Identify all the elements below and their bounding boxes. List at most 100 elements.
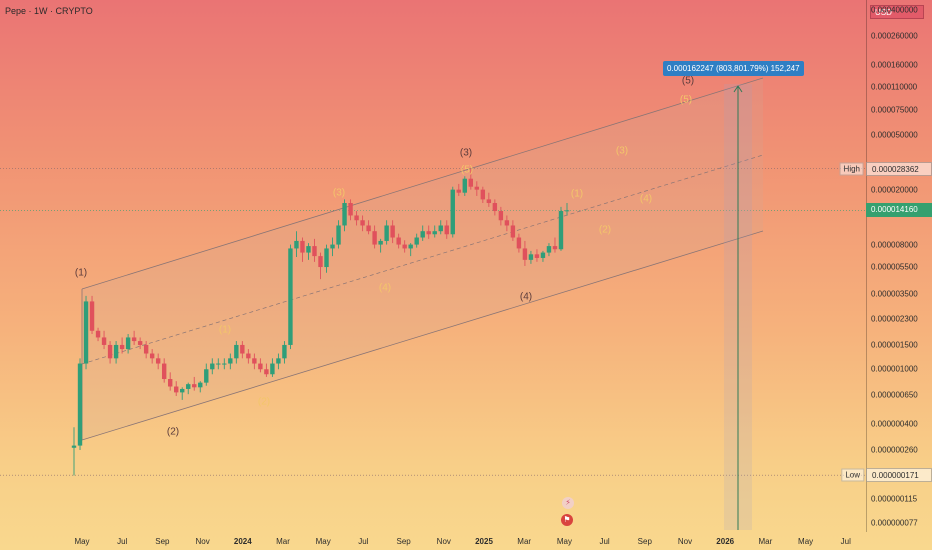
y-tick-label: 0.000110000 [871,82,918,92]
lightning-icon[interactable]: ⚡ [562,497,574,509]
y-tick-label: 0.000005500 [871,262,918,272]
y-tick-label: 0.000000115 [871,494,918,504]
price-axis[interactable] [866,0,932,532]
y-tick-label: 0.000001500 [871,340,918,350]
candle-body [155,358,161,364]
candle-body [456,189,461,193]
candle-body [312,246,317,257]
symbol-title[interactable]: Pepe · 1W · CRYPTO [5,6,93,16]
candle-body [89,301,95,331]
candle-body [402,244,407,249]
candle-body [366,225,371,232]
candle-body [294,240,299,249]
wave-label: (3) [332,187,346,199]
candle-body [438,225,443,232]
x-tick-label: Jul [840,537,851,546]
y-tick-label: 0.000001000 [871,364,918,374]
y-tick-label: 0.000003500 [871,289,918,299]
candle-body [83,301,89,364]
wave-label: (4) [378,282,392,294]
candle-body [534,254,540,258]
candle-body [342,203,347,226]
y-tick-label: 0.000020000 [871,185,918,195]
candle-body [240,344,245,354]
y-tick-label: 0.000000077 [871,518,918,528]
low-value: 0.000000171 [866,468,932,483]
candle-body [210,363,215,370]
x-tick-label: Jul [117,537,128,546]
y-tick-label: 0.000260000 [871,31,918,41]
candle-body [336,225,341,245]
x-tick-label: 2025 [475,537,493,546]
x-tick-label: Nov [195,537,210,546]
candle-body [324,248,329,268]
candle-body [516,237,522,249]
candle-body [167,379,173,387]
y-tick-label: 0.000002300 [871,314,918,324]
x-tick-label: Nov [436,537,451,546]
candle-body [444,225,449,235]
candle-body [71,445,77,448]
wave-label: (4) [519,291,533,303]
candle-body [492,203,498,212]
x-tick-label: Nov [677,537,693,546]
y-tick-label: 0.000000400 [871,419,918,429]
candle-body [204,369,209,383]
candle-body [174,386,179,393]
candle-body [306,246,311,253]
grid-lines [0,168,866,476]
candle-body [414,237,419,245]
x-tick-label: Mar [758,537,773,546]
x-tick-label: Sep [396,537,411,546]
candle-body [288,248,293,345]
candle-body [282,344,287,359]
y-tick-label: 0.000000260 [871,445,918,455]
candle-body [564,210,570,212]
candle-body [300,240,305,253]
candle-body [95,330,101,338]
candle-body [131,337,137,342]
projection-arrow-right [737,85,743,93]
x-tick-label: Sep [155,537,170,546]
candle-body [384,225,389,241]
wave-label: (2) [166,426,180,438]
candle-body [101,337,107,345]
wave-label: (5) [460,164,474,176]
candle-body [432,231,437,235]
candle-body [498,211,504,221]
candle-body [540,252,546,258]
candle-body [360,220,365,226]
wave-label: (5) [679,94,693,106]
candle-body [474,186,480,190]
candle-body [330,244,335,249]
candle-body [558,211,564,250]
y-tick-label: 0.000400000 [871,5,918,15]
candle-body [504,220,510,226]
candle-body [113,344,119,359]
candle-body [119,344,125,350]
candle-body [390,225,395,238]
candle-body [198,382,203,388]
candle-body [234,344,239,359]
x-tick-label: Sep [637,537,652,546]
current-price-tag: 0.000014160 [866,203,932,218]
candle-body [258,363,263,370]
candle-body [252,358,257,364]
wave-label: (4) [639,193,653,205]
channel-upper-line [81,77,764,290]
y-tick-label: 0.000008000 [871,240,918,250]
channel-fill [82,78,763,440]
chart-canvas[interactable] [0,0,866,532]
currency-selector[interactable]: USD [870,5,924,19]
x-tick-label: Mar [276,537,290,546]
candle-body [161,363,167,380]
candle-body [77,363,83,446]
candle-body [246,353,251,359]
flag-icon[interactable]: ⚑ [561,514,573,526]
candle-body [125,337,131,350]
channel-lower-line [81,230,764,441]
candle-body [137,341,143,345]
wave-label: (3) [615,145,629,157]
wave-label: (2) [598,224,612,236]
low-label: Low [841,468,864,482]
